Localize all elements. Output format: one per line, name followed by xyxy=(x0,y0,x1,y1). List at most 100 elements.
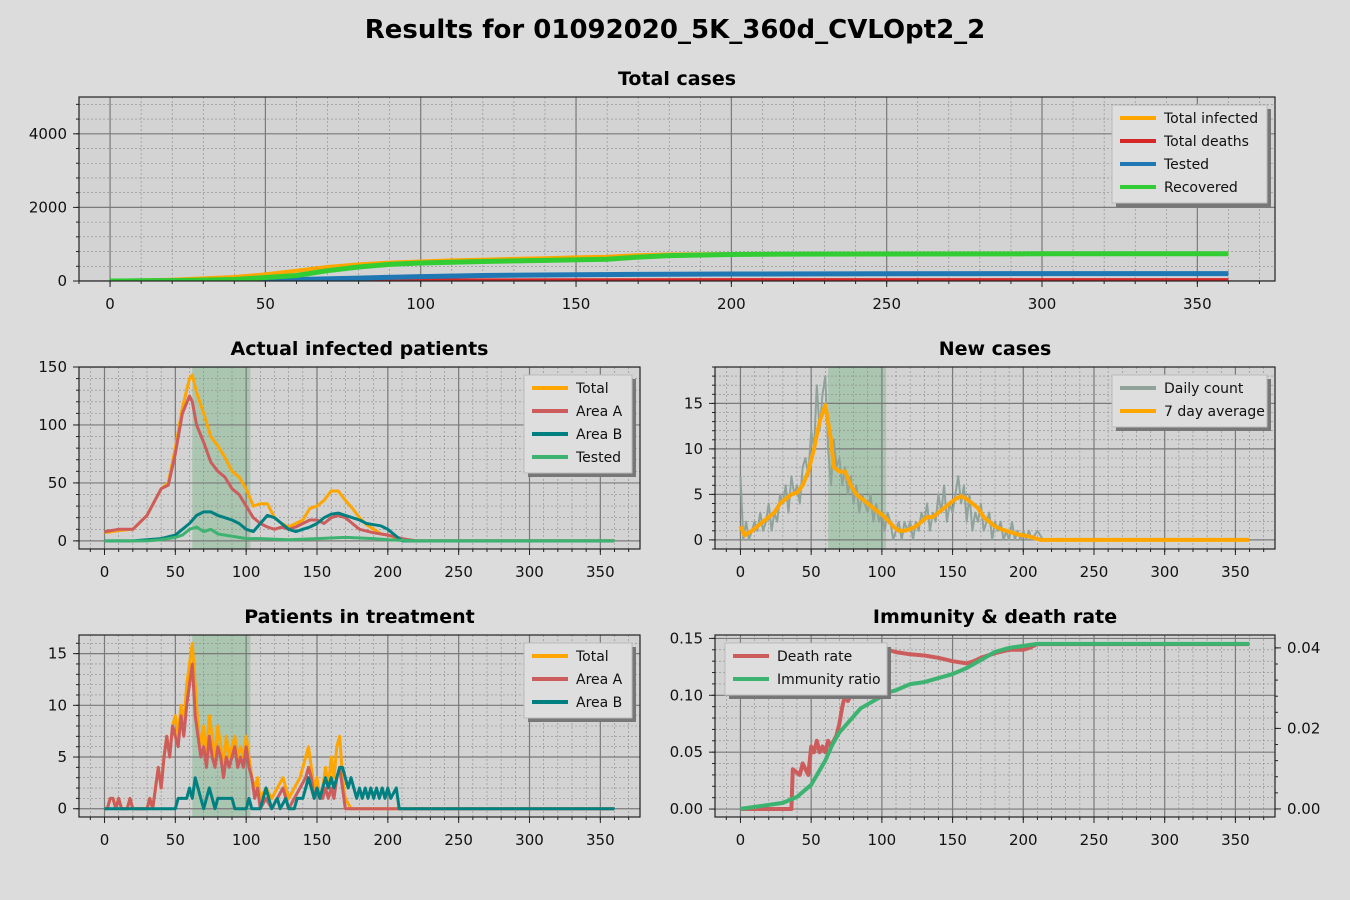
x-tick-label: 350 xyxy=(1221,563,1250,581)
x-tick-label: 0 xyxy=(736,831,746,849)
x-tick-label: 100 xyxy=(406,295,435,313)
chart-immunity: Immunity & death rate 0 50 100 150 200 250 300 3… xyxy=(670,606,1321,849)
x-tick-label: 300 xyxy=(515,831,544,849)
legend-label: Daily count xyxy=(1164,381,1244,397)
chart-title: Total cases xyxy=(618,68,736,90)
legend-label: Total deaths xyxy=(1163,134,1249,150)
legend: Death rate Immunity ratio xyxy=(724,642,891,699)
x-tick-label: 200 xyxy=(1009,831,1038,849)
legend-label: 7 day average xyxy=(1164,404,1265,420)
x-tick-label: 250 xyxy=(444,831,473,849)
x-tick-label: 350 xyxy=(586,831,615,849)
legend-label: Immunity ratio xyxy=(777,672,881,688)
legend: Daily count 7 day average xyxy=(1111,374,1271,431)
x-tick-label: 300 xyxy=(1150,831,1179,849)
legend-label: Total xyxy=(575,381,609,397)
y-tick-label: 15 xyxy=(48,645,67,663)
legend-label: Death rate xyxy=(777,649,852,665)
legend-label: Total infected xyxy=(1163,111,1258,127)
x-tick-label: 0 xyxy=(100,831,110,849)
legend-label: Area A xyxy=(576,404,623,420)
plot-frame xyxy=(78,96,1276,282)
y-tick-label: 0 xyxy=(693,531,703,549)
y-tick-label: 10 xyxy=(684,440,703,458)
chart-title: Patients in treatment xyxy=(244,606,474,628)
y-tick-label: 5 xyxy=(693,485,703,503)
legend: Total Area A Area B xyxy=(523,642,636,722)
series-line-immunity-ratio xyxy=(740,641,1250,811)
x-tick-label: 200 xyxy=(374,831,403,849)
y-tick-label: 0.00 xyxy=(670,800,703,818)
y-tick-label: 0 xyxy=(57,800,67,818)
y-tick-label: 50 xyxy=(48,474,67,492)
y-tick-label: 4000 xyxy=(29,125,67,143)
y-tick-label: 10 xyxy=(48,696,67,714)
x-tick-label: 100 xyxy=(232,831,261,849)
plot-area xyxy=(79,97,1275,281)
legend-label: Area A xyxy=(576,672,623,688)
x-tick-label: 300 xyxy=(1150,563,1179,581)
chart-title: Actual infected patients xyxy=(231,338,489,360)
series-line-recovered xyxy=(110,251,1229,281)
x-tick-label: 0 xyxy=(105,295,115,313)
shaded-region xyxy=(192,367,251,549)
x-tick-label: 150 xyxy=(938,563,967,581)
y-tick-label: 0 xyxy=(57,272,67,290)
legend-label: Tested xyxy=(1163,157,1209,173)
series-line-area-b xyxy=(104,765,615,811)
chart-title: Immunity & death rate xyxy=(873,606,1117,628)
x-tick-label: 50 xyxy=(802,831,821,849)
y-tick-label: 2000 xyxy=(29,198,67,216)
y2-tick-label: 0.02 xyxy=(1287,719,1320,737)
x-tick-label: 350 xyxy=(1221,831,1250,849)
chart-title: New cases xyxy=(939,338,1052,360)
x-tick-label: 250 xyxy=(444,563,473,581)
legend-label: Recovered xyxy=(1164,180,1238,196)
y-tick-label: 100 xyxy=(38,416,67,434)
shaded-region xyxy=(192,635,251,817)
x-tick-label: 50 xyxy=(256,295,275,313)
x-tick-label: 200 xyxy=(1009,563,1038,581)
x-tick-label: 100 xyxy=(868,831,897,849)
x-tick-label: 250 xyxy=(1080,831,1109,849)
x-tick-label: 200 xyxy=(717,295,746,313)
legend-label: Area B xyxy=(576,427,622,443)
x-tick-label: 350 xyxy=(586,563,615,581)
x-tick-label: 150 xyxy=(303,831,332,849)
legend: Total infected Total deaths Tested Recovere… xyxy=(1111,104,1271,207)
x-tick-label: 50 xyxy=(166,563,185,581)
y2-tick-label: 0.04 xyxy=(1287,639,1320,657)
series-line-area-b xyxy=(104,510,615,543)
y-tick-label: 0 xyxy=(57,532,67,550)
y2-tick-label: 0.00 xyxy=(1287,800,1320,818)
chart-newcases: New cases 0 50 100 150 200 250 300 350 0 5 10 15 Dail… xyxy=(684,338,1276,581)
x-tick-label: 50 xyxy=(802,563,821,581)
x-tick-label: 100 xyxy=(232,563,261,581)
chart-total: Total cases 0 50 100 150 200 250 300 350 0 2000 400… xyxy=(29,68,1276,313)
y-tick-label: 15 xyxy=(684,394,703,412)
x-tick-label: 250 xyxy=(872,295,901,313)
y-tick-label: 0.10 xyxy=(670,686,703,704)
legend-label: Area B xyxy=(576,695,622,711)
y-tick-label: 0.05 xyxy=(670,743,703,761)
legend: Total Area A Area B Tested xyxy=(523,374,636,477)
x-tick-label: 300 xyxy=(1028,295,1057,313)
x-tick-label: 50 xyxy=(166,831,185,849)
figure-title: Results for 01092020_5K_360d_CVLOpt2_2 xyxy=(365,15,986,45)
x-tick-label: 350 xyxy=(1183,295,1212,313)
grid xyxy=(79,97,1275,281)
legend-label: Tested xyxy=(575,450,621,466)
x-tick-label: 150 xyxy=(938,831,967,849)
y-tick-label: 150 xyxy=(38,358,67,376)
y-tick-label: 0.15 xyxy=(670,629,703,647)
x-tick-label: 0 xyxy=(100,563,110,581)
legend-label: Total xyxy=(575,649,609,665)
x-tick-label: 300 xyxy=(515,563,544,581)
x-tick-label: 100 xyxy=(868,563,897,581)
series-line-tested xyxy=(104,525,615,543)
x-tick-label: 0 xyxy=(736,563,746,581)
x-tick-label: 150 xyxy=(562,295,591,313)
series-line-7-day-average xyxy=(738,403,1250,542)
